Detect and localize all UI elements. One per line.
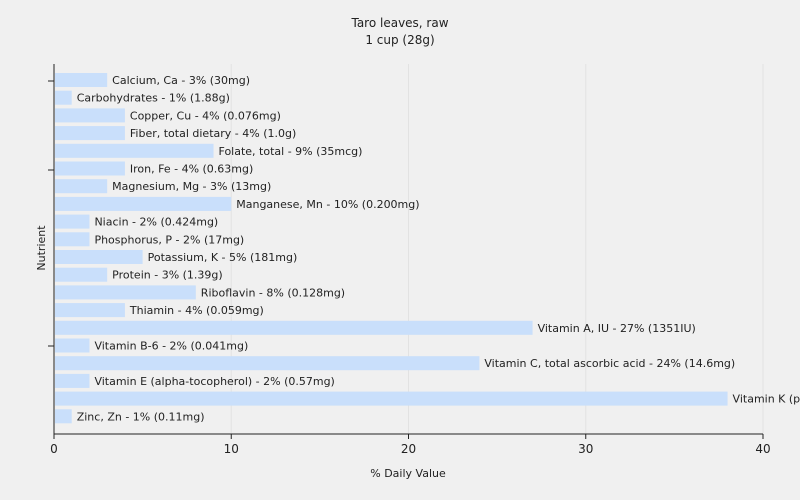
bar-label: Riboflavin - 8% (0.128mg) — [201, 286, 345, 299]
bar — [55, 250, 143, 264]
bar-label: Vitamin E (alpha-tocopherol) - 2% (0.57m… — [94, 375, 334, 388]
bar — [55, 338, 90, 353]
x-tick-label: 10 — [224, 442, 239, 456]
bar-label: Niacin - 2% (0.424mg) — [94, 216, 218, 229]
bar-label: Iron, Fe - 4% (0.63mg) — [130, 163, 253, 176]
bar — [55, 73, 108, 87]
grid-lines — [230, 64, 764, 434]
axes: 0 10 20 30 40 — [48, 64, 771, 456]
bar — [55, 267, 108, 282]
bar-label: Fiber, total dietary - 4% (1.0g) — [130, 127, 296, 140]
bar — [55, 356, 480, 371]
bar — [55, 179, 108, 194]
bar-label: Protein - 3% (1.39g) — [112, 269, 223, 282]
bar — [55, 409, 72, 424]
bar-label: Copper, Cu - 4% (0.076mg) — [130, 109, 281, 122]
bar — [55, 126, 125, 141]
chart-title: Taro leaves, raw — [350, 16, 448, 30]
bar — [55, 196, 232, 211]
bar — [55, 143, 214, 158]
bar — [55, 108, 125, 123]
bar — [55, 303, 125, 318]
bar — [55, 373, 90, 388]
bar — [55, 232, 90, 247]
bar — [55, 391, 728, 406]
bars: Calcium, Ca - 3% (30mg) Carbohydrates - 1… — [55, 73, 800, 424]
x-tick-label: 0 — [50, 442, 58, 456]
bar-label: Vitamin B-6 - 2% (0.041mg) — [94, 340, 248, 353]
bar-label: Zinc, Zn - 1% (0.11mg) — [77, 410, 205, 423]
bar-label: Calcium, Ca - 3% (30mg) — [112, 74, 250, 87]
x-tick-label: 20 — [401, 442, 416, 456]
bar-label: Vitamin K (phylloquinone) - 38% (30.4mcg… — [733, 393, 800, 406]
bar-label: Potassium, K - 5% (181mg) — [148, 251, 298, 264]
bar-label: Phosphorus, P - 2% (17mg) — [94, 233, 244, 246]
y-axis-label: Nutrient — [35, 225, 48, 271]
bar-label: Vitamin C, total ascorbic acid - 24% (14… — [484, 357, 735, 370]
bar-label: Folate, total - 9% (35mcg) — [219, 145, 363, 158]
bar-label: Vitamin A, IU - 27% (1351IU) — [538, 322, 696, 335]
bar-label: Thiamin - 4% (0.059mg) — [129, 304, 264, 317]
chart-subtitle: 1 cup (28g) — [365, 33, 434, 47]
bar-label: Manganese, Mn - 10% (0.200mg) — [236, 198, 419, 211]
bar — [55, 161, 125, 176]
bar-label: Carbohydrates - 1% (1.88g) — [77, 92, 230, 105]
bar — [55, 214, 90, 229]
bar — [55, 90, 72, 105]
bar — [55, 320, 533, 335]
x-tick-label: 40 — [755, 442, 770, 456]
x-tick-label: 30 — [578, 442, 593, 456]
x-axis-label: % Daily Value — [370, 467, 446, 480]
bar-label: Magnesium, Mg - 3% (13mg) — [112, 180, 271, 193]
bar — [55, 285, 196, 300]
